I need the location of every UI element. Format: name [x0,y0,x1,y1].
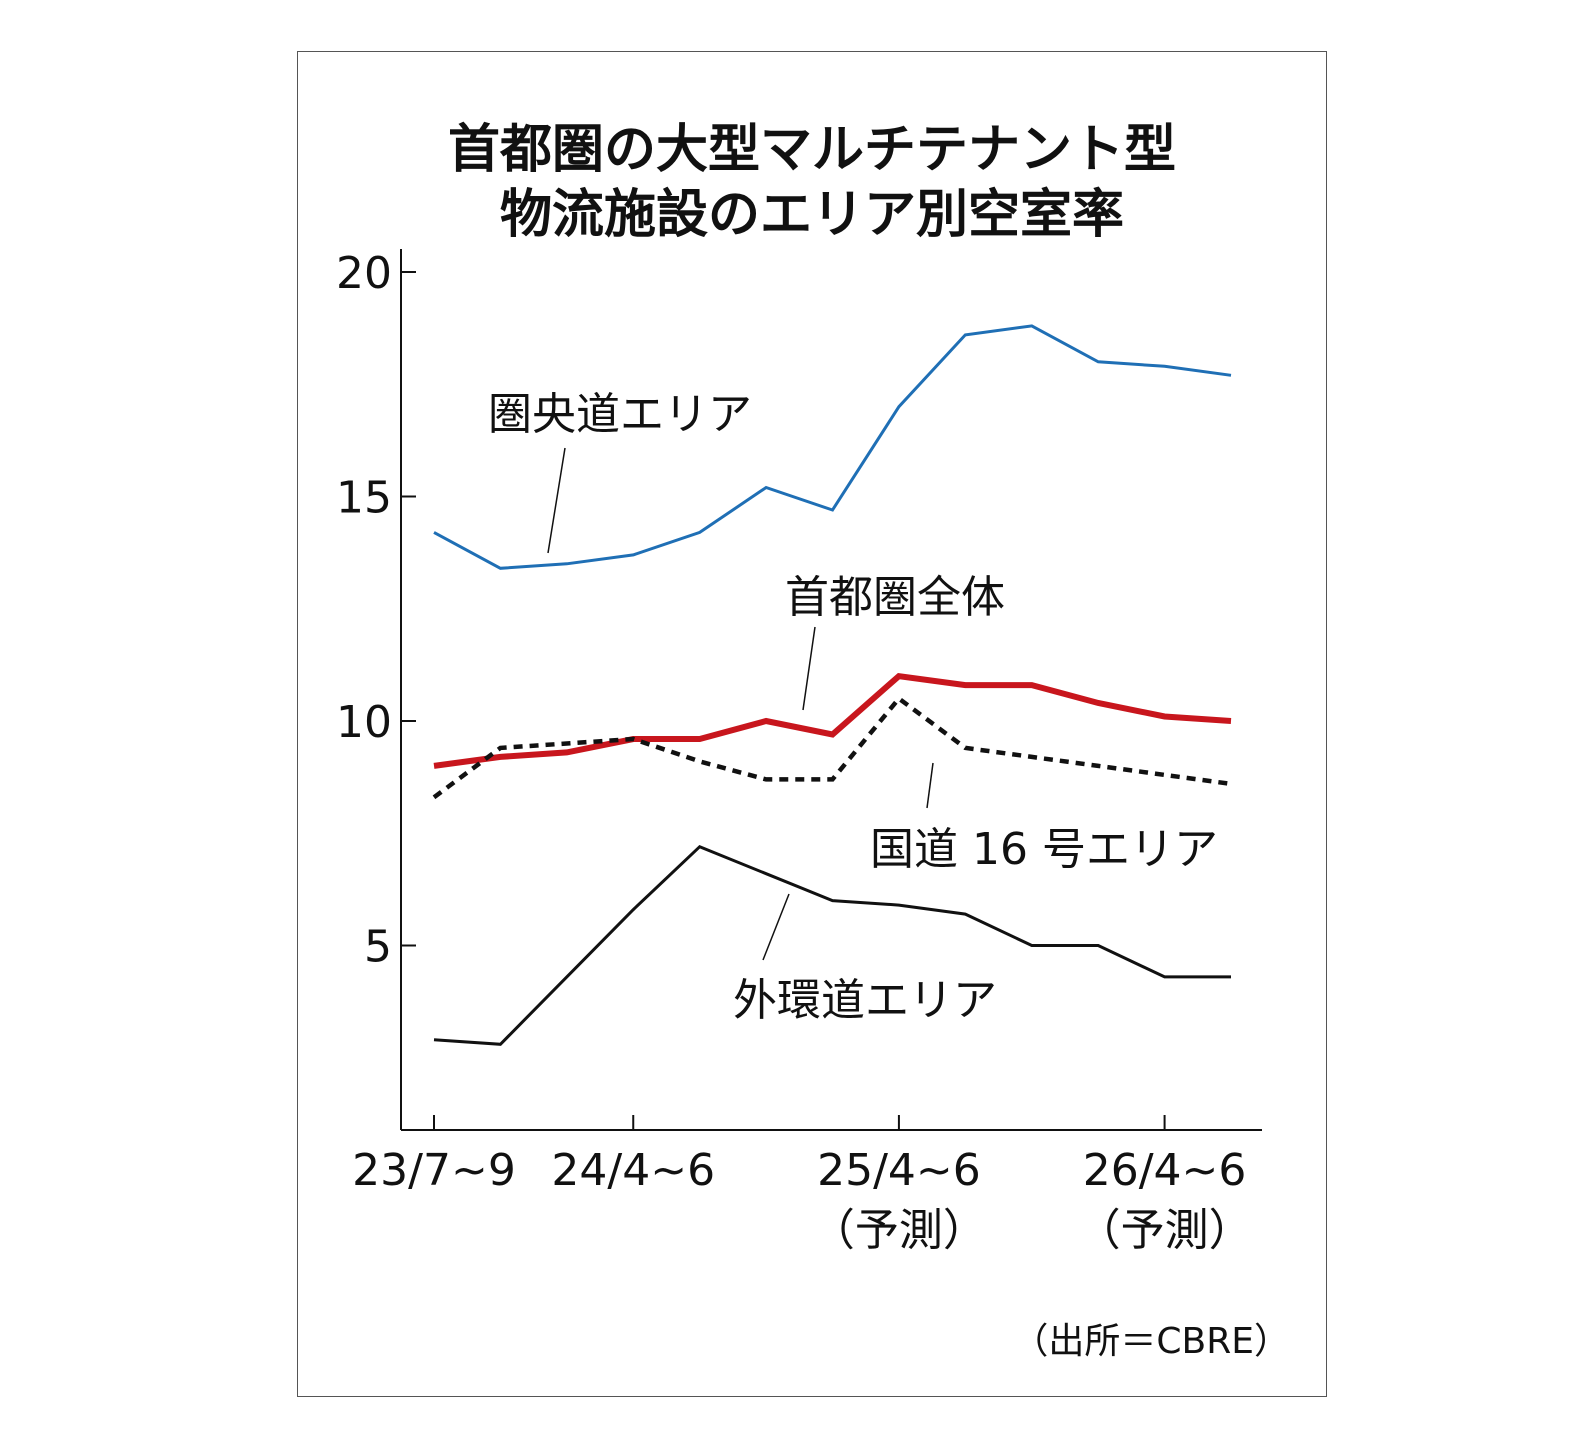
chart-frame [297,51,1327,1397]
leader-route16 [926,762,934,809]
series-lines [432,324,1232,1046]
leader-ken-o-do [547,447,566,554]
series-line-3 [433,844,1231,1046]
label-ken-o-do: 圏央道エリア [488,389,752,554]
series-line-2 [432,695,1232,800]
label-shutoken: 首都圏全体 [785,572,1005,711]
x-tick-label: 25/4~6 [817,1145,981,1196]
leader-shutoken [802,626,816,711]
leader-gaikan [762,893,790,961]
y-tick-label: 5 [364,922,392,973]
x-tick-label: （予測） [811,1205,987,1256]
y-tick-label: 15 [336,473,392,524]
x-tick-label: （予測） [1077,1205,1253,1256]
y-tick-label: 10 [336,697,392,748]
series-label-ken-o-do: 圏央道エリア [488,389,752,440]
series-label-shutoken: 首都圏全体 [785,572,1005,623]
chart-title-line-1: 首都圏の大型マルチテナント型 [448,120,1176,180]
series-label-gaikan: 外環道エリア [733,975,997,1026]
x-ticks: 23/7~9 24/4~6 25/4~6 （予測） 26/4~6 （予測） [352,1115,1253,1256]
series-label-route16: 国道 16 号エリア [870,824,1218,875]
label-gaikan: 外環道エリア [733,893,997,1026]
x-tick-label: 23/7~9 [352,1145,516,1196]
source-note: （出所＝CBRE） [1012,1321,1290,1362]
series-line-0 [433,324,1232,570]
y-tick-label: 20 [336,248,392,299]
y-ticks: 5 10 15 20 [336,248,416,973]
x-tick-label: 26/4~6 [1083,1145,1247,1196]
chart-title-line-2: 物流施設のエリア別空室率 [500,185,1124,245]
label-route16: 国道 16 号エリア [870,762,1218,875]
series-line-1 [433,672,1232,769]
x-tick-label: 24/4~6 [551,1145,715,1196]
